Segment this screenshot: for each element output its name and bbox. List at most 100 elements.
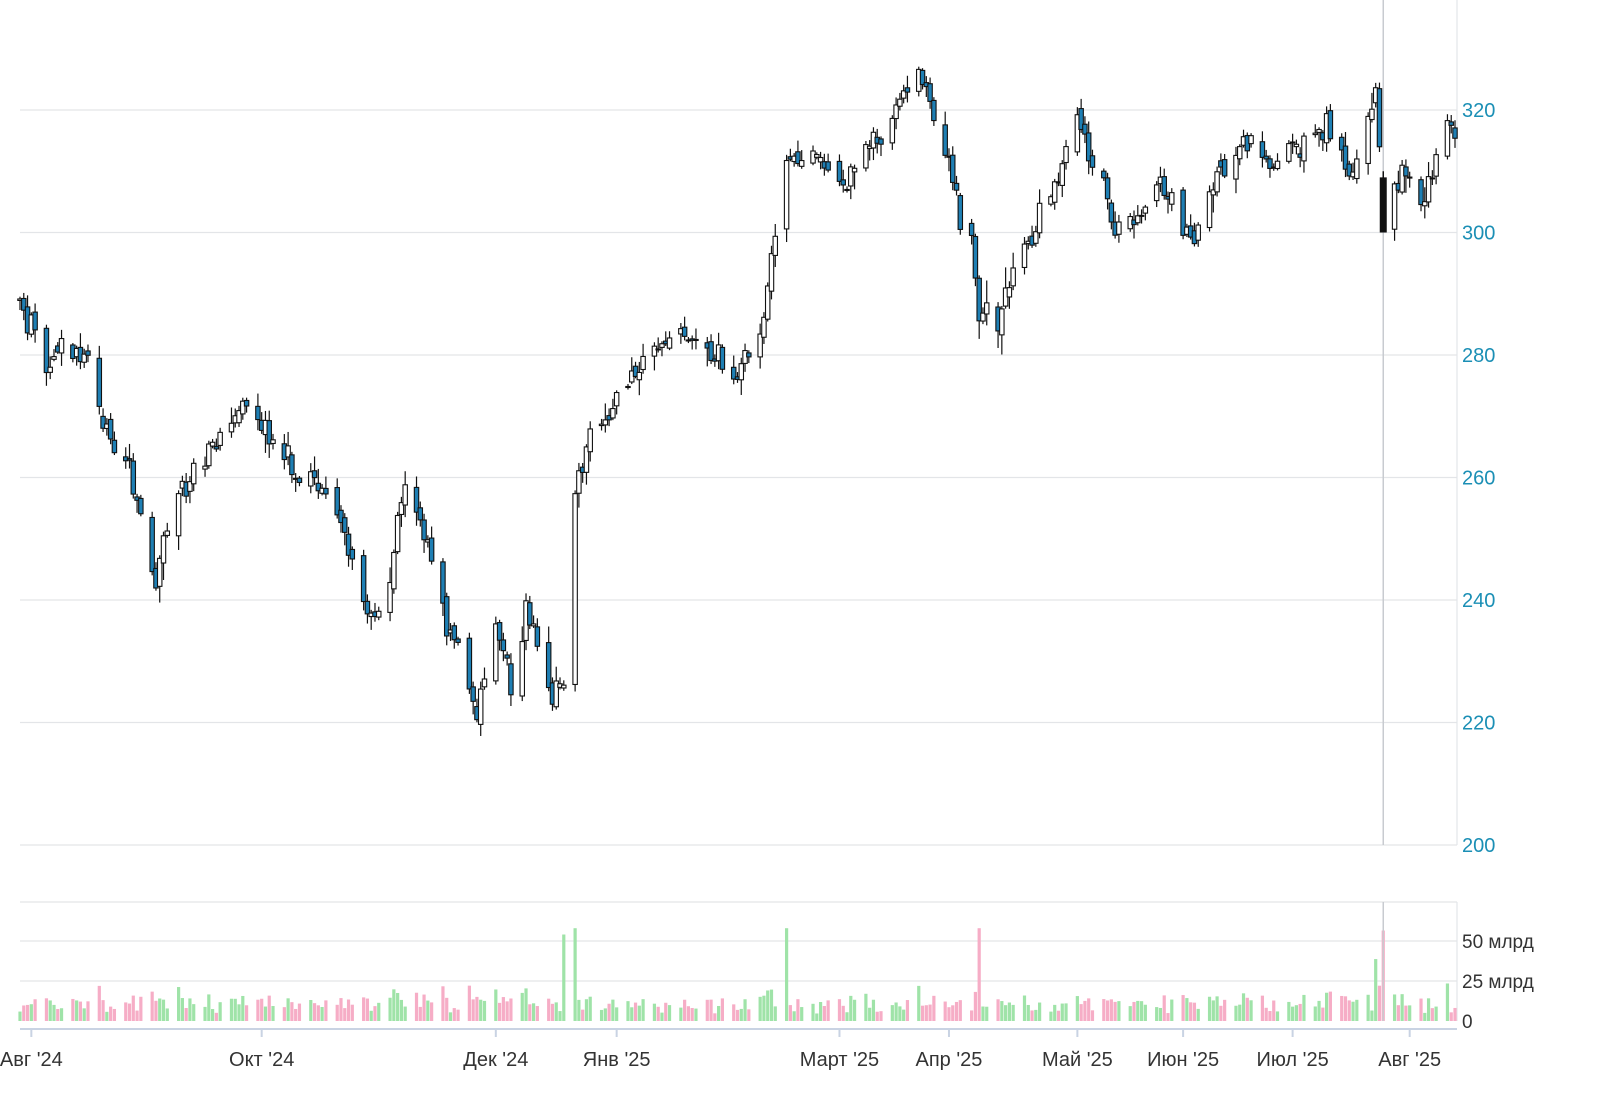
volume-bar <box>1056 1010 1061 1021</box>
volume-bar <box>1268 1011 1272 1021</box>
candle <box>496 619 503 651</box>
candle <box>338 505 344 533</box>
volume-bar <box>1355 999 1359 1021</box>
volume-bar <box>735 1009 740 1021</box>
candle <box>391 549 397 594</box>
candle <box>1418 176 1424 212</box>
volume-bar <box>188 998 192 1021</box>
volume-bar <box>1034 1009 1038 1021</box>
volume-bar <box>535 1006 539 1021</box>
volume-bar <box>1105 1000 1110 1021</box>
candle <box>1338 133 1345 162</box>
volume-bar <box>1370 1010 1374 1021</box>
volume-bar <box>260 998 264 1021</box>
volume-bar <box>241 995 245 1021</box>
volume-bar <box>294 1008 298 1021</box>
volume-bar <box>1449 1012 1453 1021</box>
volume-bar <box>1238 1004 1242 1021</box>
candle <box>976 275 982 339</box>
volume-bar <box>656 1006 660 1021</box>
candle <box>1131 210 1137 239</box>
date-tick-label: Авг '25 <box>1378 1049 1441 1071</box>
candle <box>1036 189 1043 239</box>
candle <box>126 443 133 469</box>
candle <box>708 334 714 365</box>
candle <box>844 186 850 193</box>
volume-bar <box>22 1005 26 1021</box>
volume-bar <box>233 998 237 1021</box>
candle <box>149 511 155 576</box>
candle <box>1369 92 1375 123</box>
volume-bar <box>430 1002 434 1021</box>
volume-bar <box>720 998 724 1021</box>
candle <box>587 421 593 462</box>
candle <box>764 282 771 322</box>
volume-bar <box>105 1011 109 1021</box>
candle <box>1301 132 1307 173</box>
candle <box>999 305 1005 355</box>
volume-bar <box>494 989 498 1021</box>
volume-bar <box>1377 985 1382 1021</box>
volume-bar <box>1434 1006 1438 1021</box>
volume-bar <box>1143 1004 1147 1021</box>
volume-bar <box>554 1002 558 1021</box>
volume-bar <box>652 1003 657 1021</box>
volume-bar <box>369 1010 373 1021</box>
volume-bar <box>482 1000 487 1021</box>
candle <box>428 526 435 565</box>
candle <box>1074 107 1081 156</box>
candle <box>719 344 726 374</box>
candle <box>534 618 541 652</box>
candle <box>1342 131 1349 178</box>
candle <box>655 337 661 353</box>
volume-bar <box>1453 1007 1457 1021</box>
candle <box>285 431 291 466</box>
candle <box>863 140 869 172</box>
volume-bar <box>297 1003 302 1021</box>
candle <box>202 456 208 477</box>
volume-axis: 0 25 млрд 50 млрд <box>1462 932 1534 1033</box>
volume-bar <box>25 1004 30 1021</box>
volume-bar <box>584 999 589 1021</box>
volume-bar <box>603 1008 607 1021</box>
candle <box>572 490 578 692</box>
volume-bar <box>1294 1005 1298 1021</box>
date-axis: Авг '24 Окт '24 Дек '24 Янв '25 Март '25 Апр … <box>0 1028 1457 1071</box>
volume-bar <box>139 996 143 1021</box>
volume-bar <box>1325 992 1329 1021</box>
candle <box>1365 112 1371 175</box>
candle <box>187 476 193 504</box>
candle <box>1161 168 1167 200</box>
candle <box>440 558 446 617</box>
candle <box>51 349 57 362</box>
candle <box>783 154 790 243</box>
volume-bar <box>958 1000 962 1021</box>
volume-bar <box>943 1001 947 1021</box>
candle <box>545 626 552 692</box>
volume-bar <box>558 1011 562 1021</box>
volume-bar <box>448 1012 453 1021</box>
volume-bar <box>1128 1006 1132 1021</box>
volume-bar <box>920 1005 925 1021</box>
volume-bar <box>686 1006 691 1021</box>
candle <box>387 567 393 622</box>
volume-bar <box>475 996 479 1021</box>
candle <box>795 140 801 167</box>
volume-bar <box>192 1004 196 1021</box>
volume-bar <box>1022 995 1027 1021</box>
price-tick-label: 320 <box>1462 100 1495 122</box>
date-tick-label: Апр '25 <box>916 1049 983 1071</box>
date-tick-label: Янв '25 <box>583 1049 651 1071</box>
volume-bar <box>124 1002 128 1021</box>
candle <box>364 594 371 624</box>
candle <box>730 355 737 385</box>
candle <box>1448 115 1454 134</box>
volume-bar <box>818 1002 823 1021</box>
candle <box>255 393 261 431</box>
volume-bar <box>1313 1006 1317 1021</box>
volume-bar <box>531 1003 536 1021</box>
volume-bar <box>1192 1002 1197 1021</box>
candle <box>1206 185 1213 232</box>
